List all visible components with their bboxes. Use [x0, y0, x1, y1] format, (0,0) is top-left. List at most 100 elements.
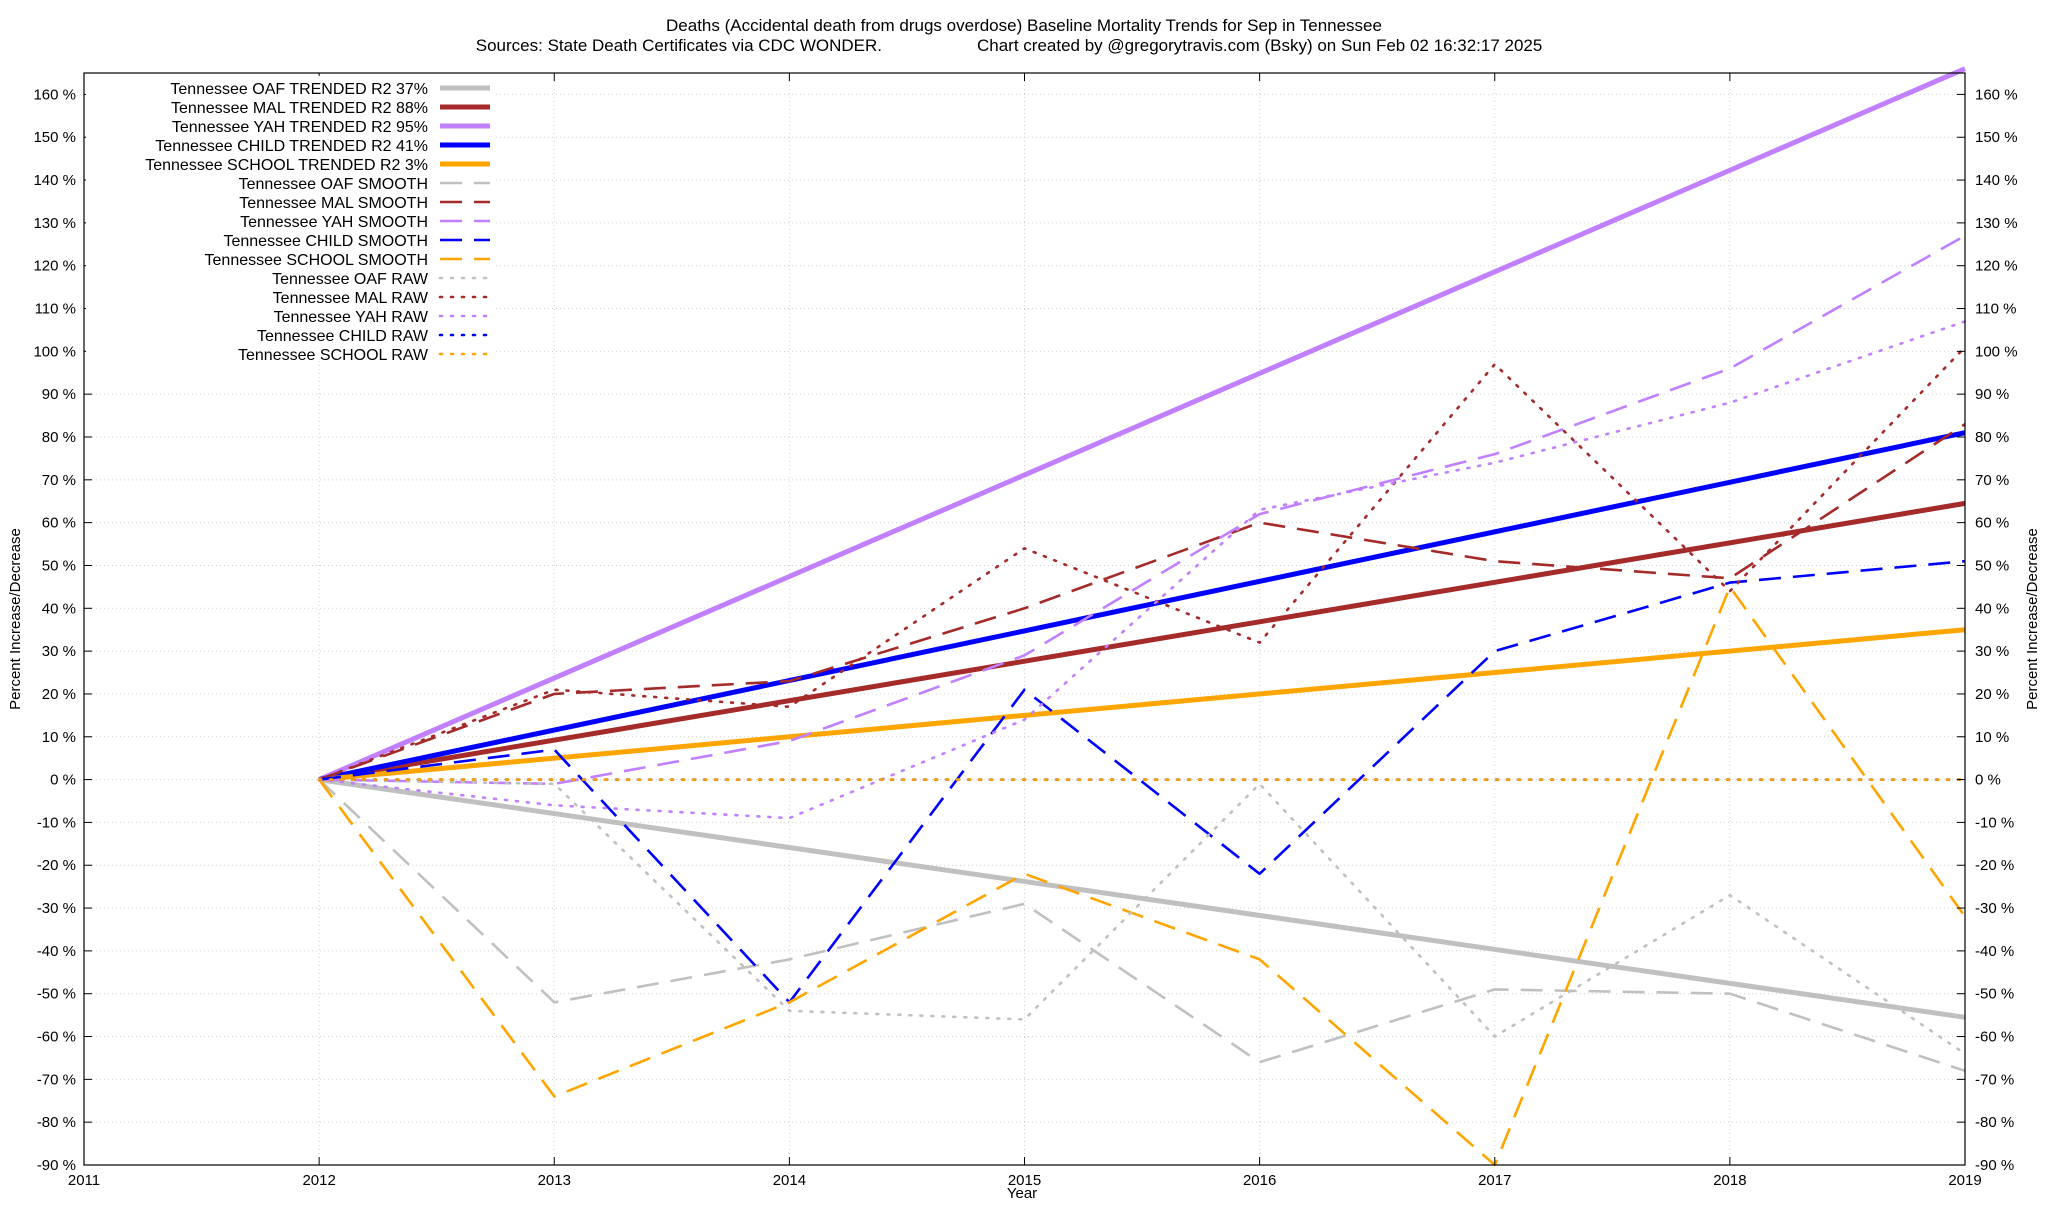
- legend-entry-label: Tennessee YAH RAW: [274, 309, 429, 326]
- x-tick-label: 2013: [538, 1172, 571, 1189]
- series-line-yah-smooth: [319, 234, 1966, 786]
- series-line-child-smooth: [318, 559, 1966, 1004]
- series-lines: [317, 66, 1967, 1167]
- y-tick-label-right: 0 %: [1975, 772, 2001, 789]
- y-tick-label-right: 100 %: [1975, 343, 2018, 360]
- chart-subtitle-credit: Chart created by @gregorytravis.com (Bsk…: [977, 36, 1542, 55]
- y-tick-label: 130 %: [33, 215, 76, 232]
- y-tick-label-right: -90 %: [1975, 1157, 2014, 1174]
- series-line-oaf-raw: [317, 778, 1967, 1055]
- y-tick-label-right: 10 %: [1975, 729, 2009, 746]
- legend-entry-label: Tennessee OAF SMOOTH: [239, 176, 428, 193]
- y-tick-label: -30 %: [37, 900, 76, 917]
- chart-title: Deaths (Accidental death from drugs over…: [666, 16, 1382, 35]
- y-tick-label: 160 %: [33, 86, 76, 103]
- y-tick-label: -60 %: [37, 1029, 76, 1046]
- y-tick-label-right: -50 %: [1975, 986, 2014, 1003]
- series-line-oaf-trended: [318, 777, 1966, 1020]
- series-line-mal-raw: [317, 345, 1967, 781]
- legend-entry-label: Tennessee MAL RAW: [273, 290, 429, 307]
- y-tick-label: 100 %: [33, 343, 76, 360]
- y-tick-label: 20 %: [42, 686, 76, 703]
- y-tick-label-right: 90 %: [1975, 386, 2009, 403]
- y-tick-label: -70 %: [37, 1071, 76, 1088]
- legend-entry-label: Tennessee OAF TRENDED R2 37%: [170, 81, 428, 98]
- x-tick-label: 2011: [68, 1172, 100, 1189]
- y-axis-label-right: Percent Increase/Decrease: [2024, 528, 2041, 710]
- series-line-child-trended: [318, 430, 1966, 783]
- y-tick-label: 120 %: [33, 258, 76, 275]
- y-tick-label: -90 %: [37, 1157, 76, 1174]
- y-tick-label: -50 %: [37, 986, 76, 1003]
- y-tick-label-right: 50 %: [1975, 557, 2009, 574]
- y-tick-label: 150 %: [33, 129, 76, 146]
- y-tick-label-right: 130 %: [1975, 215, 2018, 232]
- y-tick-label-right: -60 %: [1975, 1029, 2014, 1046]
- y-tick-label: -80 %: [37, 1114, 76, 1131]
- y-tick-label: -10 %: [37, 814, 76, 831]
- legend-background: [86, 76, 496, 361]
- y-tick-label-right: 70 %: [1975, 472, 2009, 489]
- series-line-yah-trended: [318, 66, 1966, 782]
- series-line-school-smooth: [318, 585, 1967, 1167]
- y-tick-label: 90 %: [42, 386, 76, 403]
- x-axis-label: Year: [1007, 1185, 1037, 1200]
- x-tick-label: 2016: [1243, 1172, 1276, 1189]
- y-tick-label-right: 40 %: [1975, 600, 2009, 617]
- y-tick-label: 80 %: [42, 429, 76, 446]
- y-tick-label-right: 150 %: [1975, 129, 2018, 146]
- series-line-school-trended: [318, 627, 1966, 783]
- y-tick-label-right: 140 %: [1975, 172, 2018, 189]
- x-tick-label: 2012: [302, 1172, 335, 1189]
- series-line-mal-smooth: [318, 423, 1966, 781]
- y-tick-label: 110 %: [35, 301, 76, 318]
- series-line-yah-raw: [317, 320, 1967, 820]
- y-tick-label-right: 80 %: [1975, 429, 2009, 446]
- y-axis-label: Percent Increase/Decrease: [7, 528, 24, 710]
- y-tick-label-right: 60 %: [1975, 515, 2009, 532]
- chart-subtitle-source: Sources: State Death Certificates via CD…: [476, 36, 882, 55]
- y-tick-label: 70 %: [42, 472, 76, 489]
- y-tick-label-right: 30 %: [1975, 643, 2009, 660]
- axis-ticks: 2011 2012 2013 2014 2015 2016 2017 2018 2019-90 …: [33, 73, 2018, 1189]
- y-tick-label-right: -40 %: [1975, 943, 2014, 960]
- legend-entry-label: Tennessee MAL TRENDED R2 88%: [171, 100, 428, 117]
- y-tick-label: 0 %: [50, 772, 76, 789]
- legend-entry-label: Tennessee CHILD RAW: [257, 328, 429, 345]
- y-tick-label-right: 160 %: [1975, 86, 2018, 103]
- y-tick-label-right: -20 %: [1975, 857, 2014, 874]
- y-tick-label-right: 20 %: [1975, 686, 2009, 703]
- legend-entry-label: Tennessee YAH TRENDED R2 95%: [172, 119, 428, 136]
- legend-entry-label: Tennessee SCHOOL SMOOTH: [205, 252, 428, 269]
- legend-entry-label: Tennessee MAL SMOOTH: [239, 195, 428, 212]
- x-tick-label: 2019: [1948, 1172, 1981, 1189]
- y-tick-label-right: -10 %: [1975, 814, 2014, 831]
- y-tick-label-right: -30 %: [1975, 900, 2014, 917]
- x-tick-label: 2018: [1713, 1172, 1746, 1189]
- legend-entry-label: Tennessee OAF RAW: [272, 271, 429, 288]
- y-tick-label: -20 %: [37, 857, 76, 874]
- legend-entry-label: Tennessee CHILD TRENDED R2 41%: [155, 138, 428, 155]
- x-tick-label: 2017: [1478, 1172, 1511, 1189]
- y-tick-label-right: 120 %: [1975, 258, 2018, 275]
- y-tick-label-right: -80 %: [1975, 1114, 2014, 1131]
- legend-entry-label: Tennessee YAH SMOOTH: [240, 214, 428, 231]
- y-tick-label: 50 %: [42, 557, 76, 574]
- legend-entry-label: Tennessee SCHOOL TRENDED R2 3%: [145, 157, 428, 174]
- y-tick-label-right: 110 %: [1975, 301, 2016, 318]
- series-line-mal-trended: [318, 500, 1966, 783]
- x-tick-label: 2014: [773, 1172, 806, 1189]
- series-line-oaf-smooth: [318, 778, 1966, 1073]
- y-tick-label: 40 %: [42, 600, 76, 617]
- y-tick-label: 140 %: [33, 172, 76, 189]
- x-tick-label: 2015: [1008, 1172, 1041, 1189]
- legend: Tennessee OAF TRENDED R2 37% Tennessee MA…: [86, 76, 496, 364]
- y-tick-label: 30 %: [42, 643, 76, 660]
- y-tick-label: 10 %: [42, 729, 76, 746]
- y-tick-label: 60 %: [42, 515, 76, 532]
- legend-entry-label: Tennessee SCHOOL RAW: [238, 347, 429, 364]
- y-tick-label: -40 %: [37, 943, 76, 960]
- legend-entry-label: Tennessee CHILD SMOOTH: [223, 233, 428, 250]
